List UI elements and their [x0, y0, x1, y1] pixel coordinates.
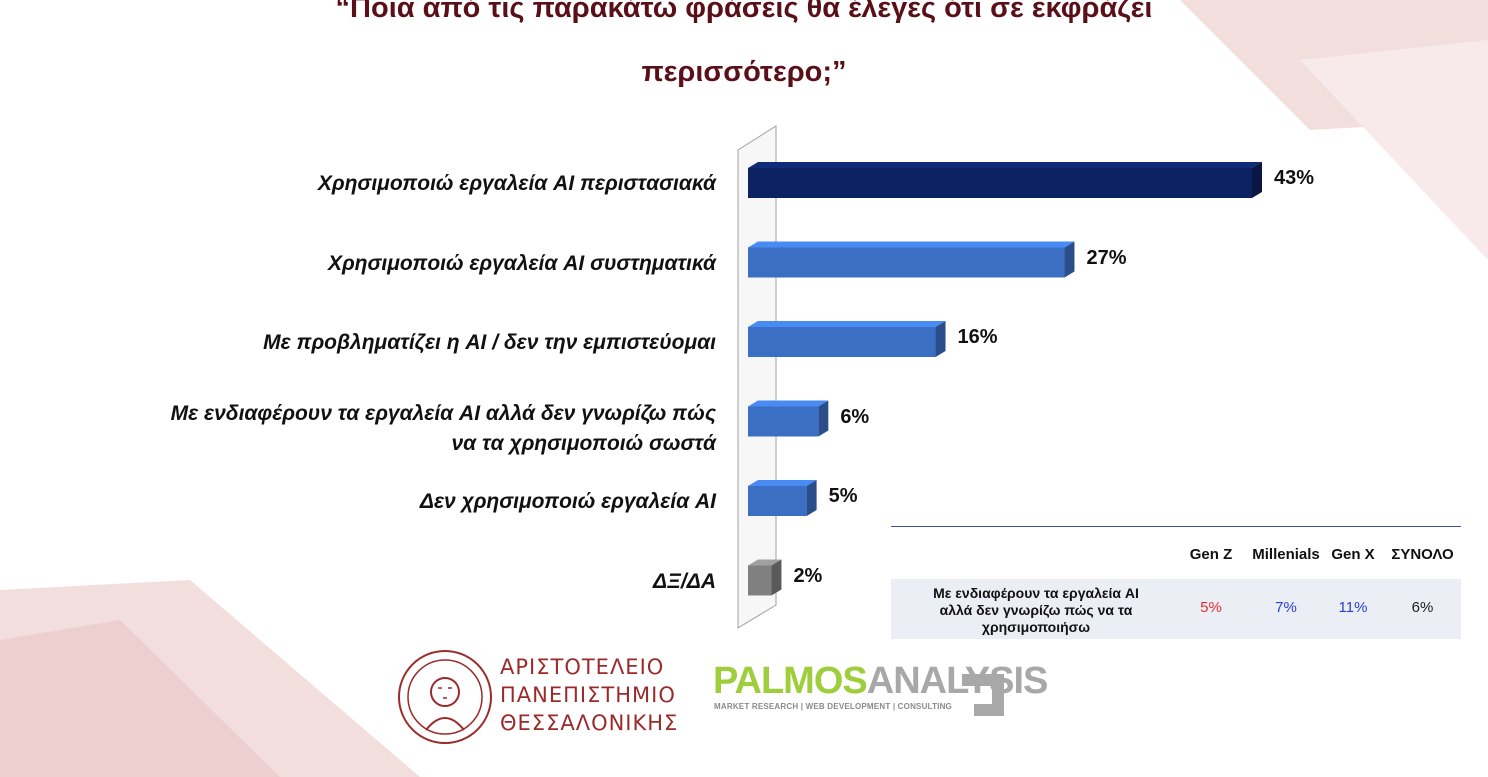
- bar-2: [748, 241, 1075, 278]
- table-header: Gen Z Millenials Gen X ΣΥΝΟΛΟ: [891, 527, 1461, 579]
- category-label-2: Χρησιμοποιώ εργαλεία AI συστηματικά: [327, 251, 716, 275]
- header-gen-x: Gen X: [1331, 546, 1375, 563]
- header-millenials: Millenials: [1252, 546, 1320, 563]
- row-label-line: χρησιμοποιήσω: [981, 619, 1091, 635]
- category-label-6: ΔΞ/ΔΑ: [653, 569, 716, 593]
- analysis-word: ANALYSIS: [866, 660, 1049, 702]
- bar-5: [748, 480, 817, 516]
- chart-title-line-1: “Ποια από τις παρακάτω φράσεις θα έλεγες…: [335, 0, 1153, 24]
- category-label-3: Με προβληματίζει η AI / δεν την εμπιστεύ…: [263, 331, 716, 354]
- category-label-4: Με ενδιαφέρουν τα εργαλεία AI αλλά δεν γ…: [170, 401, 716, 455]
- bar-6: [748, 559, 782, 596]
- value-label-2: 27%: [1086, 246, 1127, 269]
- bar-1: [748, 162, 1262, 198]
- university-name-line-2: ΠΑΝΕΠΙΣΤΗΜΙΟ: [500, 683, 676, 707]
- generation-table: Gen Z Millenials Gen X ΣΥΝΟΛΟ Με ενδιαφέ…: [891, 526, 1461, 639]
- university-seal-logo: [398, 650, 492, 744]
- palmos-tagline: MARKET RESEARCH | WEB DEVELOPMENT | CONS…: [714, 702, 952, 711]
- cell-gen-x: 11%: [1338, 599, 1368, 616]
- table-row: Με ενδιαφέρουν τα εργαλεία AI αλλά δεν γ…: [891, 579, 1461, 639]
- cell-gen-z: 5%: [1200, 599, 1222, 616]
- palmos-box-icon: [962, 674, 1004, 716]
- category-label-5: Δεν χρησιμοποιώ εργαλεία AI: [419, 490, 716, 513]
- value-label-1: 43%: [1274, 167, 1315, 189]
- university-name-line-3: ΘΕΣΣΑΛΟΝΙΚΗΣ: [500, 711, 679, 735]
- header-total: ΣΥΝΟΛΟ: [1391, 546, 1454, 563]
- palmos-analysis-logo: PALMOSANALYSIS: [713, 660, 1049, 702]
- chart-title-line-2: περισσότερο;”: [641, 56, 847, 88]
- row-label-line: αλλά δεν γνωρίζω πώς να τα: [939, 602, 1133, 618]
- cell-total: 6%: [1411, 599, 1434, 616]
- header-gen-z: Gen Z: [1189, 546, 1233, 563]
- value-label-5: 5%: [828, 485, 858, 507]
- bar-4: [748, 400, 829, 437]
- palmos-word: PALMOS: [713, 660, 868, 702]
- axis-wall: [737, 125, 777, 629]
- cell-millenials: 7%: [1275, 599, 1297, 616]
- value-label-3: 16%: [957, 326, 998, 348]
- table-row-label: Με ενδιαφέρουν τα εργαλεία AI αλλά δεν γ…: [891, 585, 1181, 636]
- value-label-4: 6%: [840, 405, 870, 428]
- category-label-1: Χρησιμοποιώ εργαλεία AI περιστασιακά: [317, 172, 716, 195]
- bar-3: [748, 321, 946, 357]
- university-name-line-1: ΑΡΙΣΤΟΤΕΛΕΙΟ: [500, 655, 665, 679]
- row-label-line: Με ενδιαφέρουν τα εργαλεία AI: [933, 585, 1139, 601]
- value-label-6: 2%: [793, 564, 823, 587]
